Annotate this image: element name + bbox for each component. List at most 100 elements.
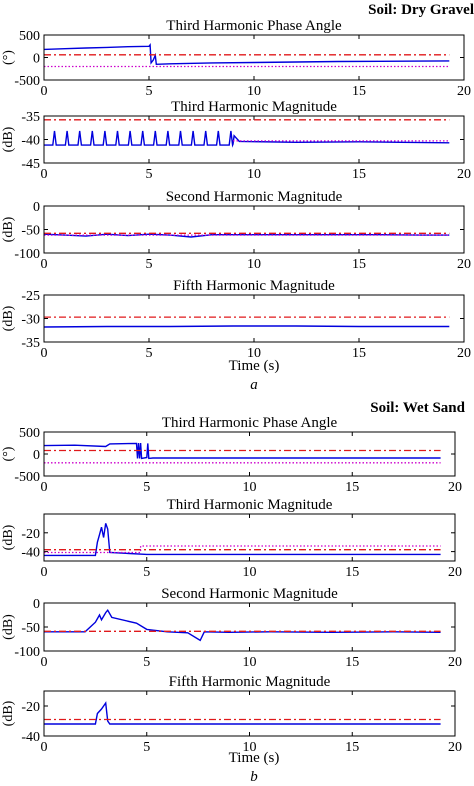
x-tick-label: 20 [448, 565, 462, 580]
axes-frame [43, 34, 465, 81]
subplot-title: Third Harmonic Magnitude [167, 497, 333, 513]
series-line-solid [44, 325, 450, 328]
x-tick-label: 5 [146, 257, 153, 272]
subplot-a-1: Third Harmonic Phase Angle (°) 0 5 10 15 20 500… [1, 18, 471, 99]
plot-area [44, 701, 441, 725]
x-tick-label: 5 [143, 480, 150, 495]
subplot-title: Second Harmonic Magnitude [166, 189, 343, 205]
x-tick-label: 15 [345, 740, 359, 755]
series-line-solid [44, 442, 441, 460]
x-tick-label: 5 [143, 740, 150, 755]
plot-area [44, 232, 450, 238]
y-tick-label: -40 [21, 134, 40, 149]
x-tick-label: 20 [457, 257, 471, 272]
x-tick-label: 20 [448, 480, 462, 495]
x-tick-label: 5 [146, 167, 153, 182]
axes-frame [43, 513, 456, 562]
y-axis-label: (dB) [1, 216, 16, 242]
x-tick-label: 5 [143, 565, 150, 580]
panel-label-b: b [250, 769, 258, 785]
x-tick-label: 0 [41, 480, 48, 495]
y-tick-label: 0 [33, 52, 40, 67]
y-tick-label: 0 [33, 597, 40, 612]
x-tick-label: 0 [41, 346, 48, 361]
y-tick-label: 500 [19, 426, 40, 441]
axes-frame [43, 115, 465, 164]
x-tick-label: 0 [41, 84, 48, 99]
panel-label-a: a [250, 377, 258, 393]
y-tick-label: -25 [21, 289, 40, 304]
x-tick-label: 15 [345, 655, 359, 670]
x-tick-label: 10 [243, 480, 257, 495]
x-tick-label: 15 [352, 167, 366, 182]
soil-label-wet-sand: Soil: Wet Sand [370, 400, 465, 416]
x-tick-label: 20 [448, 655, 462, 670]
plot-area [44, 316, 450, 328]
subplot-title: Fifth Harmonic Magnitude [169, 674, 331, 690]
axes-frame [43, 205, 465, 254]
y-axis-label: (dB) [1, 614, 16, 640]
y-axis-label: (°) [1, 50, 16, 65]
y-tick-label: -35 [21, 336, 40, 351]
x-axis-label-a: Time (s) [229, 358, 280, 374]
x-tick-label: 10 [247, 84, 261, 99]
x-tick-label: 15 [352, 84, 366, 99]
x-tick-label: 5 [146, 346, 153, 361]
x-tick-label: 15 [352, 257, 366, 272]
series-line-solid [44, 701, 441, 725]
subplot-b-2: Third Harmonic Magnitude (dB) 0 5 10 15 20 -20 -… [1, 497, 462, 580]
x-tick-label: 5 [143, 655, 150, 670]
y-axis-label: (dB) [1, 524, 16, 550]
axes-frame [43, 294, 465, 343]
x-tick-label: 5 [146, 84, 153, 99]
subplot-title: Fifth Harmonic Magnitude [173, 278, 335, 294]
x-axis-label-b: Time (s) [229, 750, 280, 766]
y-tick-label: -35 [21, 110, 40, 125]
series-line-solid [44, 130, 450, 148]
subplot-a-2: Third Harmonic Magnitude (dB) 0 5 10 15 20 -35 -… [1, 99, 471, 182]
x-tick-label: 20 [457, 84, 471, 99]
y-axis-label: (dB) [1, 700, 16, 726]
y-tick-label: -100 [14, 645, 40, 660]
subplot-title: Second Harmonic Magnitude [161, 586, 338, 602]
y-tick-label: -20 [21, 527, 40, 542]
subplots: Third Harmonic Phase Angle(°)0 5 10 15 20500… [1, 18, 471, 755]
x-tick-label: 0 [41, 167, 48, 182]
y-tick-label: 0 [33, 200, 40, 215]
x-tick-label: 20 [448, 740, 462, 755]
x-tick-label: 0 [41, 257, 48, 272]
y-tick-label: 500 [19, 29, 40, 44]
y-axis-label: (dB) [1, 126, 16, 152]
x-tick-label: 10 [243, 655, 257, 670]
y-tick-label: 0 [33, 448, 40, 463]
y-tick-label: -50 [21, 621, 40, 636]
y-tick-label: -40 [21, 730, 40, 745]
plot-area [44, 523, 441, 557]
y-axis-label: (dB) [1, 305, 16, 331]
axes-frame [43, 690, 456, 737]
plot-area [44, 442, 441, 464]
y-tick-label: -50 [21, 224, 40, 239]
subplot-title: Third Harmonic Phase Angle [162, 415, 338, 431]
series-line-solid [44, 523, 441, 557]
y-tick-label: -30 [21, 313, 40, 328]
subplot-b-4: Fifth Harmonic Magnitude (dB) 0 5 10 15 20 -20 -… [1, 674, 462, 755]
x-tick-label: 10 [247, 346, 261, 361]
y-tick-label: -500 [14, 470, 40, 485]
series-line-solid [44, 608, 441, 642]
subplot-a-4: Fifth Harmonic Magnitude (dB) 0 5 10 15 20 -25 -… [1, 278, 471, 361]
x-tick-label: 20 [457, 346, 471, 361]
subplot-title: Third Harmonic Magnitude [171, 99, 337, 115]
y-tick-label: -100 [14, 247, 40, 262]
soil-label-dry-gravel: Soil: Dry Gravel [368, 2, 474, 18]
x-tick-label: 10 [243, 565, 257, 580]
x-tick-label: 10 [247, 257, 261, 272]
axes-frame [43, 431, 456, 477]
plot-area [44, 119, 450, 148]
plot-area [44, 608, 441, 642]
y-tick-label: -45 [21, 157, 40, 172]
x-tick-label: 15 [345, 480, 359, 495]
series-line-dotted [44, 545, 441, 554]
x-tick-label: 15 [352, 346, 366, 361]
x-tick-label: 20 [457, 167, 471, 182]
